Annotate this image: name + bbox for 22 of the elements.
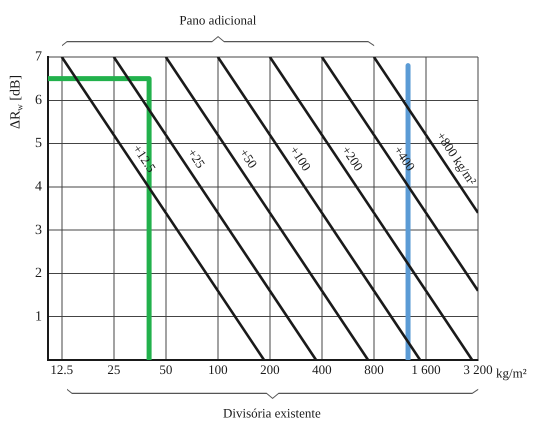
y-tick-label: 5 (35, 136, 42, 152)
y-tick-label: 4 (35, 180, 42, 195)
y-tick-label: 3 (35, 222, 42, 238)
x-tick-label: 800 (364, 362, 384, 378)
y-tick-label: 1 (35, 309, 42, 324)
x-tick-label: 1 600 (411, 362, 441, 378)
x-tick-label: 3 200 (463, 362, 493, 378)
text: +25 (184, 146, 208, 171)
y-tick-label: 2 (35, 266, 42, 282)
y-tick-label: 6 (35, 92, 42, 108)
text: Divisória existente (222, 405, 322, 420)
x-tick-label: 50 (159, 362, 172, 378)
x-tick-label: 200 (260, 362, 280, 378)
x-tick-label: 25 (107, 362, 120, 378)
text: Pano adicional (179, 12, 257, 28)
x-axis-title: kg/m² (496, 365, 527, 380)
x-tick-label: 400 (312, 362, 332, 378)
x-tick-label: 100 (208, 362, 228, 378)
y-axis-title: ΔRw [dB] (8, 74, 25, 130)
y-tick-label: 7 (35, 50, 42, 65)
x-tick-label: 12.5 (50, 362, 74, 378)
text: +50 (236, 146, 260, 171)
